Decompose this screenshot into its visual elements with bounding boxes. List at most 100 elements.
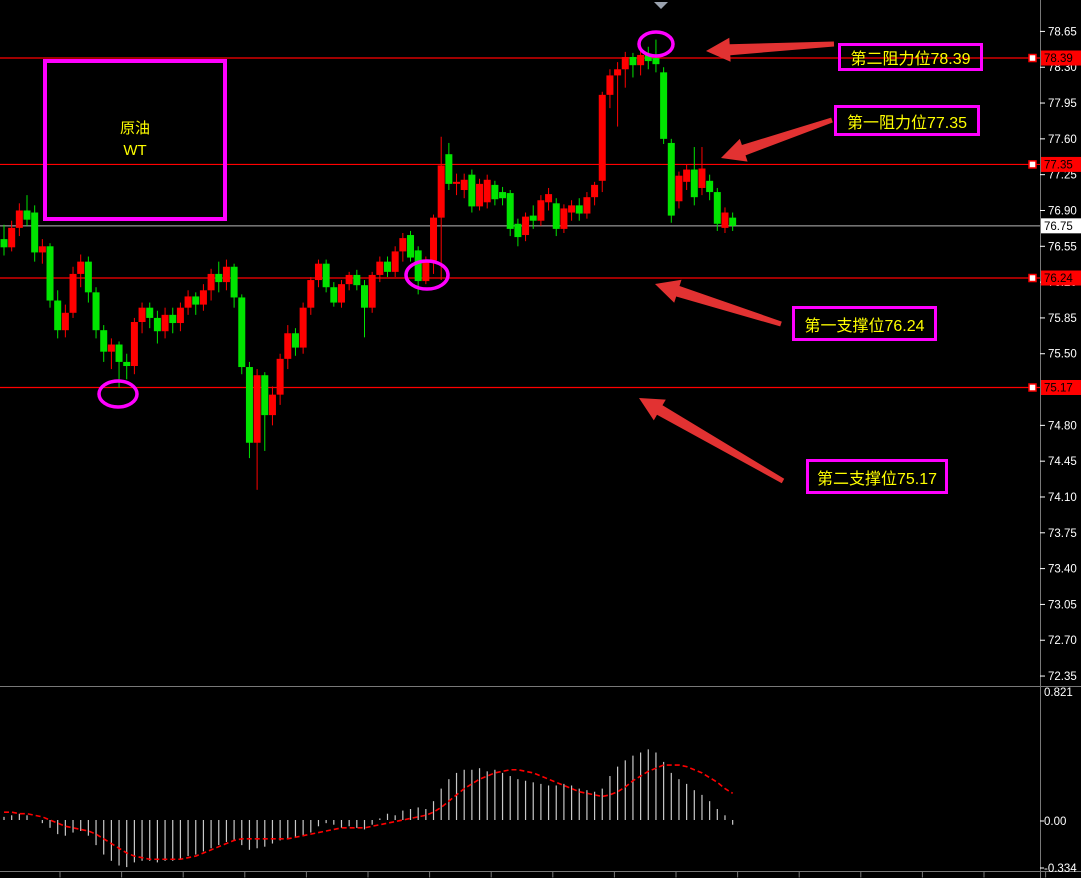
candle-body <box>146 307 154 318</box>
candle-body <box>314 263 322 281</box>
candle-body <box>123 361 131 367</box>
candle-body <box>598 94 606 181</box>
candle-body <box>261 375 269 416</box>
candle-body <box>468 174 476 207</box>
candle-body <box>330 287 338 303</box>
candle-body <box>660 72 668 139</box>
candle-body <box>391 251 399 272</box>
candle-body <box>307 280 315 308</box>
candle-body <box>713 192 721 224</box>
candle-body <box>706 180 714 193</box>
candle-body <box>253 375 261 443</box>
price-tick-label: 74.10 <box>1048 492 1077 504</box>
candle-body <box>506 193 514 229</box>
candle-body <box>476 183 484 207</box>
candle-body <box>621 56 629 70</box>
candle-body <box>652 58 660 65</box>
support-2-label-text: 第二支撑位75.17 <box>816 470 938 488</box>
support-1-label[interactable]: 第一支撑位76.24 <box>792 306 937 341</box>
candle-body <box>77 261 85 274</box>
candle-body <box>238 297 246 368</box>
level-price-badge: 75.17 <box>1044 382 1073 394</box>
candle-body <box>184 296 192 308</box>
level-line-handle[interactable] <box>1028 383 1037 392</box>
price-tick-label: 75.85 <box>1048 313 1077 325</box>
candle-body <box>560 208 568 229</box>
candle-body <box>245 367 253 443</box>
support-2-label[interactable]: 第二支撑位75.17 <box>806 459 948 494</box>
scroll-marker-icon[interactable] <box>654 2 668 9</box>
price-tick-label: 73.75 <box>1048 528 1077 540</box>
resistance-2-label[interactable]: 第二阻力位78.39 <box>838 43 983 71</box>
price-tick-label: 73.40 <box>1048 564 1077 576</box>
candle-body <box>92 292 100 331</box>
candle-body <box>299 307 307 348</box>
highlight-ellipse[interactable] <box>637 30 675 58</box>
price-tick-label: 78.65 <box>1048 26 1077 38</box>
candle-body <box>514 223 522 238</box>
price-tick-label: 76.90 <box>1048 205 1077 217</box>
highlight-ellipse[interactable] <box>404 259 450 291</box>
candle-body <box>222 266 230 283</box>
candle-body <box>644 54 652 62</box>
level-line-handle[interactable] <box>1028 53 1037 63</box>
candle-body <box>192 296 200 305</box>
candle-body <box>115 344 123 362</box>
candle-body <box>38 246 46 253</box>
annotation-arrow[interactable] <box>721 117 833 162</box>
candle-body <box>353 274 361 286</box>
level-price-badge: 77.35 <box>1044 159 1073 171</box>
candle-body <box>545 194 553 203</box>
candle-body <box>130 322 138 367</box>
level-line-handle[interactable] <box>1028 273 1037 283</box>
candle-body <box>199 290 207 305</box>
price-tick-label: 77.95 <box>1048 98 1077 110</box>
candle-body <box>414 250 422 282</box>
candle-body <box>437 165 445 218</box>
candle-body <box>430 217 438 261</box>
candle-body <box>54 300 62 331</box>
candle-body <box>61 312 69 331</box>
resistance-1-label-text: 第一阻力位77.35 <box>846 114 968 132</box>
level-line-handle[interactable] <box>1028 160 1037 169</box>
candle-body <box>107 344 115 352</box>
signal-line <box>4 764 734 861</box>
candle-body <box>153 317 161 332</box>
symbol-annotation-box[interactable]: 原油 WT <box>43 59 227 221</box>
candle-body <box>729 217 737 226</box>
candle-body <box>629 56 637 66</box>
candle-body <box>207 273 215 291</box>
resistance-1-label[interactable]: 第一阻力位77.35 <box>834 105 980 136</box>
annotation-arrow[interactable] <box>655 279 782 327</box>
level-price-badge-bg <box>1041 270 1081 286</box>
indicator-tick-label: -0.334 <box>1044 863 1077 875</box>
price-tick-label: 76.55 <box>1048 241 1077 253</box>
candle-body <box>552 203 560 229</box>
price-tick-label: 77.25 <box>1048 170 1077 182</box>
candle-body <box>637 54 645 66</box>
level-price-badge-bg <box>1041 156 1081 172</box>
annotation-arrow[interactable] <box>639 398 785 484</box>
candle-body <box>368 274 376 308</box>
highlight-ellipse[interactable] <box>97 379 139 409</box>
candle-body <box>161 314 169 332</box>
price-tick-label: 75.50 <box>1048 349 1077 361</box>
candle-body <box>675 175 683 202</box>
price-tick-label: 74.45 <box>1048 456 1077 468</box>
candle-body <box>568 205 576 213</box>
candle-body <box>69 273 77 313</box>
candle-body <box>422 260 430 282</box>
price-tick-label: 72.70 <box>1048 635 1077 647</box>
candle-body <box>583 197 591 214</box>
candle-body <box>491 184 499 200</box>
candle-body <box>31 212 39 253</box>
resistance-2-label-text: 第二阻力位78.39 <box>850 51 971 68</box>
indicator-tick-label: 0.821 <box>1044 687 1073 699</box>
annotation-arrow[interactable] <box>706 37 835 62</box>
candle-body <box>8 227 16 248</box>
price-tick-label: 73.05 <box>1048 599 1077 611</box>
candle-body <box>529 215 537 221</box>
symbol-name: 原油 <box>119 120 150 137</box>
candle-body <box>522 216 530 236</box>
